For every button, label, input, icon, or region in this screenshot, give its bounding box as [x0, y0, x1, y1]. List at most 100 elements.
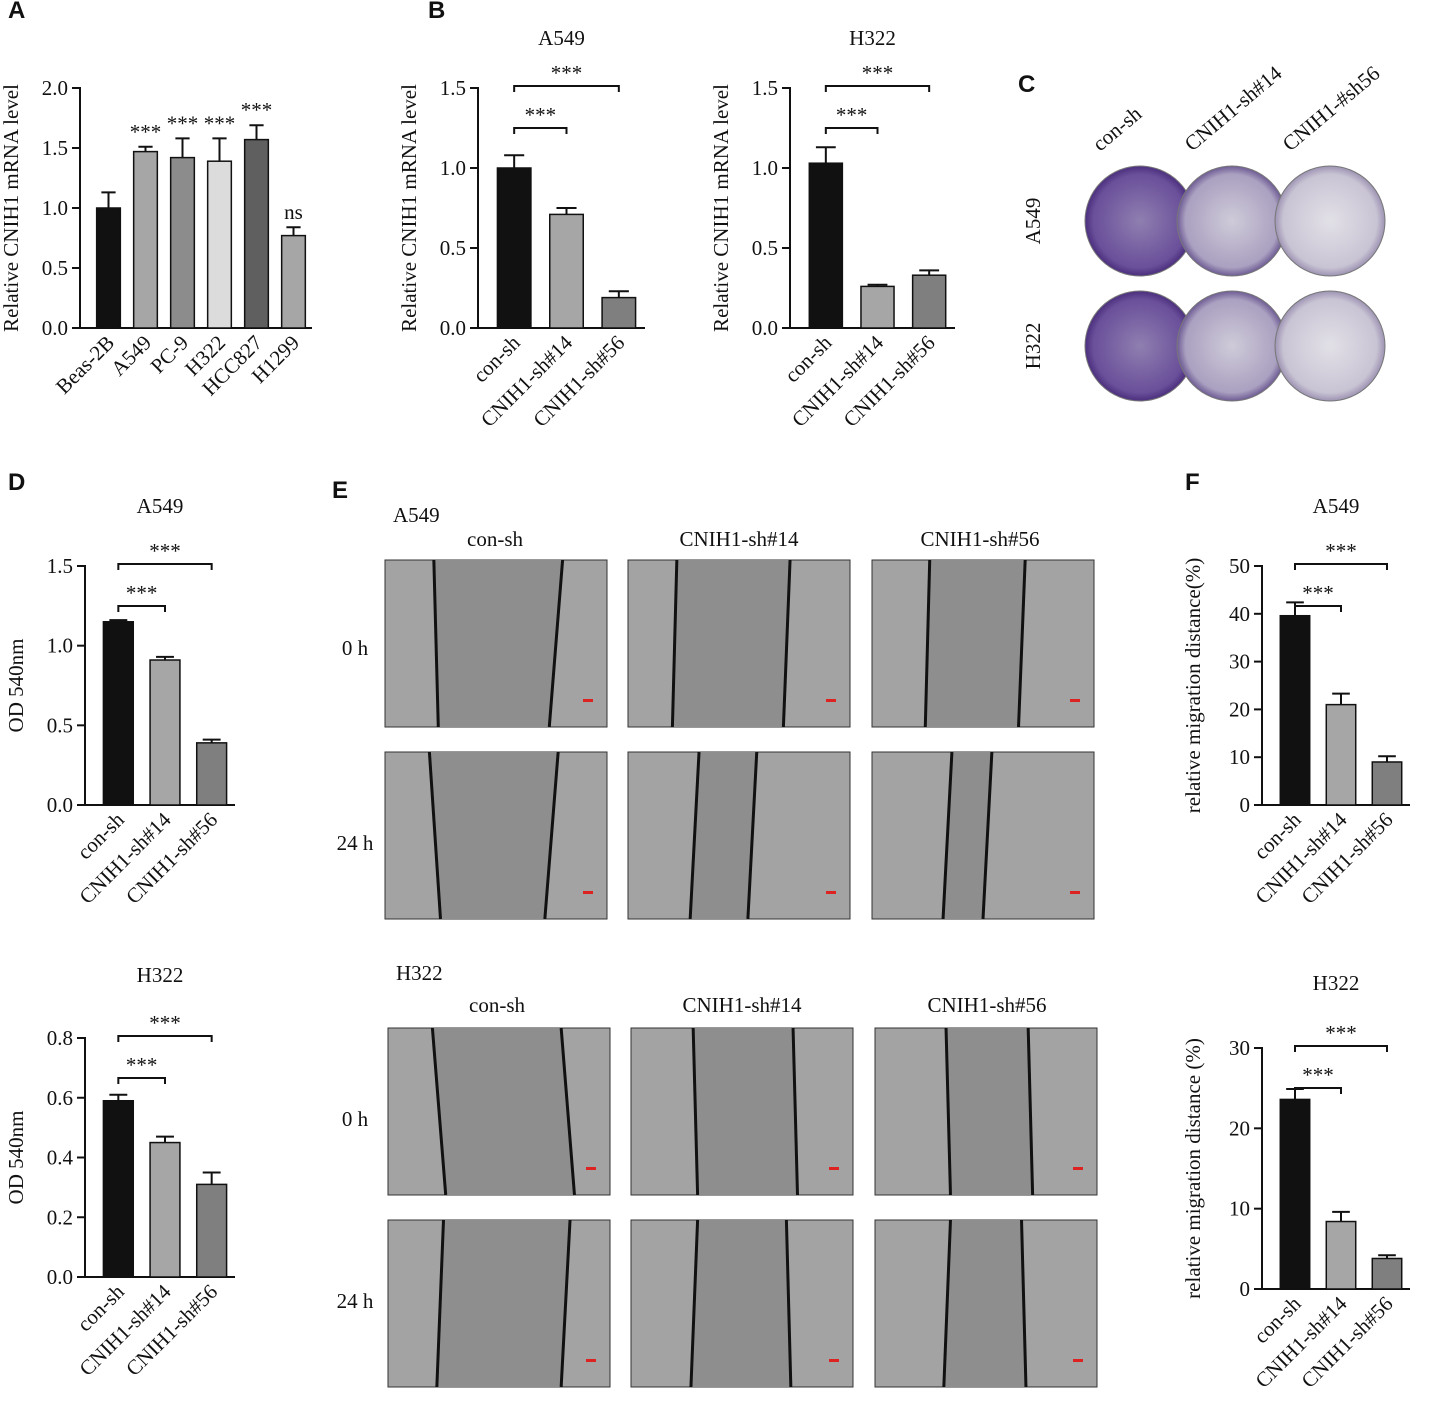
wound-edge: [746, 751, 759, 920]
error-bar: [109, 1093, 128, 1101]
wound-edge: [432, 559, 440, 728]
scale-bar: [829, 1359, 839, 1362]
significance-label: ns: [284, 200, 303, 224]
significance-label: ***: [130, 120, 162, 144]
significance-label: ***: [241, 98, 273, 122]
y-axis-label: relative migration distance(%): [1181, 558, 1205, 813]
y-tick-label: 0.2: [47, 1205, 73, 1229]
wound-edge: [691, 1027, 700, 1196]
y-axis-label: OD 540nm: [4, 639, 28, 733]
wound-edge: [1017, 559, 1027, 728]
error-bar: [1332, 692, 1350, 705]
error-bar: [1378, 755, 1396, 762]
error-bar: [815, 146, 836, 164]
bar: [206, 160, 233, 329]
bar: [1371, 1257, 1403, 1290]
wound-gap: [943, 1220, 1026, 1387]
bar: [102, 621, 135, 806]
wound-gap: [429, 752, 559, 919]
scale-bar: [1070, 699, 1080, 702]
comparison-bracket: [117, 1035, 213, 1042]
chart-title: H322: [137, 963, 184, 987]
y-axis-label: OD 540nm: [4, 1111, 28, 1205]
bar: [1279, 614, 1311, 806]
y-tick-label: 0.0: [47, 1265, 73, 1289]
y-tick-label: 30: [1229, 650, 1250, 674]
comparison-bracket: [1294, 605, 1342, 612]
group-label: A549: [393, 503, 440, 527]
panel-label: F: [1185, 469, 1200, 496]
bar: [195, 1183, 228, 1278]
chart-title: A549: [1313, 494, 1360, 518]
significance-label: ***: [126, 581, 158, 605]
y-tick-label: 40: [1229, 602, 1250, 626]
bar: [1325, 703, 1357, 806]
y-tick-label: 0.5: [42, 256, 68, 280]
bar: [601, 296, 637, 329]
y-tick-label: 20: [1229, 697, 1250, 721]
significance-label: ***: [1325, 1021, 1357, 1045]
comparison-bracket: [513, 127, 568, 134]
bar: [149, 1141, 181, 1278]
y-tick-label: 2.0: [42, 76, 68, 100]
chart-title: H322: [849, 26, 896, 50]
scale-bar: [829, 1167, 839, 1170]
row-label: 24 h: [337, 831, 374, 855]
error-bar: [156, 1135, 174, 1143]
column-label: CNIH1-sh#14: [683, 993, 802, 1017]
wound-edge: [435, 1219, 445, 1388]
y-tick-label: 0: [1240, 793, 1251, 817]
error-bar: [101, 191, 116, 208]
y-tick-label: 1.0: [752, 156, 778, 180]
y-tick-label: 0: [1240, 1277, 1251, 1301]
wound-edge: [559, 1027, 576, 1196]
y-tick-label: 50: [1229, 554, 1250, 578]
y-tick-label: 0.0: [440, 316, 466, 340]
significance-label: ***: [836, 103, 868, 127]
bar: [1371, 761, 1403, 806]
panel-label: C: [1018, 71, 1035, 98]
scale-bar: [583, 891, 593, 894]
column-label: CNIH1-sh#14: [680, 527, 799, 551]
error-bar: [608, 290, 629, 298]
y-tick-label: 1.0: [440, 156, 466, 180]
wound-gap: [690, 752, 757, 919]
column-label: CNIH1-sh#56: [928, 993, 1047, 1017]
error-bar: [1378, 1254, 1396, 1259]
wound-edge: [430, 1027, 448, 1196]
group-label: H322: [396, 961, 443, 985]
wound-gap: [672, 560, 791, 727]
y-tick-label: 1.5: [42, 136, 68, 160]
error-bar: [919, 269, 940, 276]
column-label: CNIH1-sh#14: [1180, 61, 1287, 156]
x-tick-label: PC-9: [146, 331, 194, 379]
x-tick-label: A549: [106, 331, 156, 381]
y-axis-label: Relative CNIH1 mRNA level: [0, 84, 23, 332]
comparison-bracket: [824, 127, 879, 134]
y-tick-label: 1.0: [47, 634, 73, 658]
significance-label: ***: [204, 111, 236, 135]
wound-edge: [689, 1219, 700, 1388]
comparison-bracket: [117, 1077, 166, 1084]
y-tick-label: 0.0: [47, 793, 73, 817]
wound-gap: [693, 1028, 798, 1195]
significance-label: ***: [149, 539, 181, 563]
wound-edge: [981, 751, 994, 920]
wound-edge: [547, 559, 565, 728]
column-label: con-sh: [467, 527, 523, 551]
bar: [280, 234, 307, 329]
y-tick-label: 0.5: [440, 236, 466, 260]
y-tick-label: 0.5: [47, 713, 73, 737]
column-label: CNIH1-sh#56: [921, 527, 1040, 551]
wound-edge: [942, 1219, 952, 1388]
bar: [1325, 1220, 1357, 1290]
bar: [149, 659, 181, 806]
scale-bar: [826, 699, 836, 702]
colony-plate-image: [1176, 165, 1288, 277]
wound-edge: [923, 559, 932, 728]
y-tick-label: 0.5: [752, 236, 778, 260]
wound-edge: [944, 1027, 952, 1196]
scale-bar: [586, 1167, 596, 1170]
bar: [860, 285, 895, 329]
comparison-bracket: [1294, 1045, 1388, 1052]
